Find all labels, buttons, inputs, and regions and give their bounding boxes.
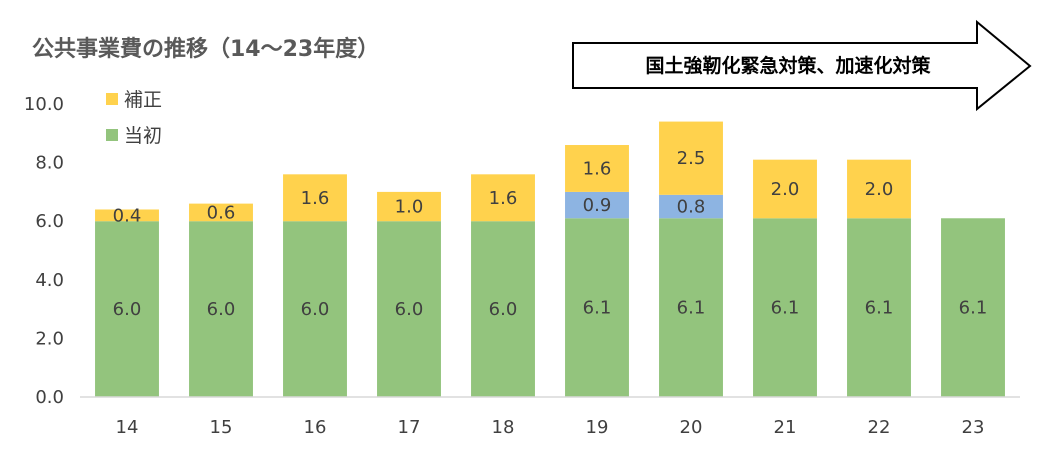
y-axis: 0.0 2.0 4.0 6.0 8.0 10.0 xyxy=(24,94,64,408)
data-label: 6.1 xyxy=(865,298,894,319)
arrow-shape xyxy=(572,19,1032,112)
bar-segment xyxy=(565,191,629,219)
legend-label-tosho: 当初 xyxy=(124,125,162,147)
bar-segment xyxy=(659,194,723,219)
bar-segment xyxy=(189,221,253,397)
bar-segment xyxy=(847,218,911,397)
data-label: 0.4 xyxy=(113,205,142,226)
legend-swatch-tosho xyxy=(106,129,118,141)
bar-segment xyxy=(283,221,347,397)
data-label: 0.9 xyxy=(583,195,612,216)
data-label: 0.6 xyxy=(207,202,236,223)
y-tick-label: 8.0 xyxy=(35,153,64,174)
data-label: 6.0 xyxy=(113,299,142,320)
bar-segment xyxy=(377,221,441,397)
y-tick-label: 4.0 xyxy=(35,270,64,291)
x-tick-label: 14 xyxy=(116,417,139,438)
data-label: 6.1 xyxy=(771,298,800,319)
bar-segment xyxy=(847,159,911,219)
data-label: 6.1 xyxy=(583,298,612,319)
bar-segment xyxy=(659,121,723,195)
x-tick-label: 15 xyxy=(210,417,233,438)
annotation-arrow: 国土強靭化緊急対策、加速化対策 xyxy=(572,19,1032,112)
x-tick-label: 19 xyxy=(586,417,609,438)
bar-segment xyxy=(95,209,159,222)
legend: 補正 当初 xyxy=(106,89,162,147)
data-label: 1.6 xyxy=(583,158,612,179)
arrow-label: 国土強靭化緊急対策、加速化対策 xyxy=(645,54,931,77)
bar-segment xyxy=(95,221,159,397)
data-label: 2.0 xyxy=(771,179,800,200)
data-label: 6.0 xyxy=(489,299,518,320)
data-label: 1.0 xyxy=(395,197,424,218)
y-tick-label: 0.0 xyxy=(35,387,64,408)
bar-segment xyxy=(941,218,1005,397)
legend-swatch-hosei xyxy=(106,93,118,105)
bar-segment xyxy=(283,174,347,222)
bar-segment xyxy=(753,218,817,397)
data-label: 6.0 xyxy=(301,299,330,320)
x-tick-label: 21 xyxy=(774,417,797,438)
data-label: 6.0 xyxy=(207,299,236,320)
x-axis: 14 15 16 17 18 19 20 21 22 23 xyxy=(80,396,1020,438)
x-tick-label: 20 xyxy=(680,417,703,438)
x-tick-label: 23 xyxy=(962,417,985,438)
data-label: 6.1 xyxy=(677,298,706,319)
data-label: 2.5 xyxy=(677,148,706,169)
x-tick-label: 22 xyxy=(868,417,891,438)
data-label: 0.8 xyxy=(677,197,706,218)
x-tick-label: 16 xyxy=(304,417,327,438)
bar-segment xyxy=(753,159,817,219)
x-tick-label: 18 xyxy=(492,417,515,438)
data-label: 1.6 xyxy=(301,188,330,209)
legend-label-hosei: 補正 xyxy=(124,89,162,111)
y-tick-label: 6.0 xyxy=(35,211,64,232)
bar-segment xyxy=(565,218,629,397)
data-label: 6.1 xyxy=(959,298,988,319)
bar-segment xyxy=(659,218,723,397)
x-tick-label: 17 xyxy=(398,417,421,438)
y-tick-label: 2.0 xyxy=(35,328,64,349)
bar-segment xyxy=(471,221,535,397)
bar-segment xyxy=(377,191,441,222)
bar-segment xyxy=(189,203,253,222)
data-label: 6.0 xyxy=(395,299,424,320)
bar-segment xyxy=(471,174,535,222)
data-label: 2.0 xyxy=(865,179,894,200)
data-label: 1.6 xyxy=(489,188,518,209)
y-tick-label: 10.0 xyxy=(24,94,64,115)
chart-title: 公共事業費の推移（14～23年度） xyxy=(32,36,379,62)
bars: 6.0 0.4 6.0 0.6 6.0 1.6 6.0 1.0 6.0 1.6 6.1 0.9 1.6 6… xyxy=(95,121,1005,397)
bar-segment xyxy=(565,145,629,192)
